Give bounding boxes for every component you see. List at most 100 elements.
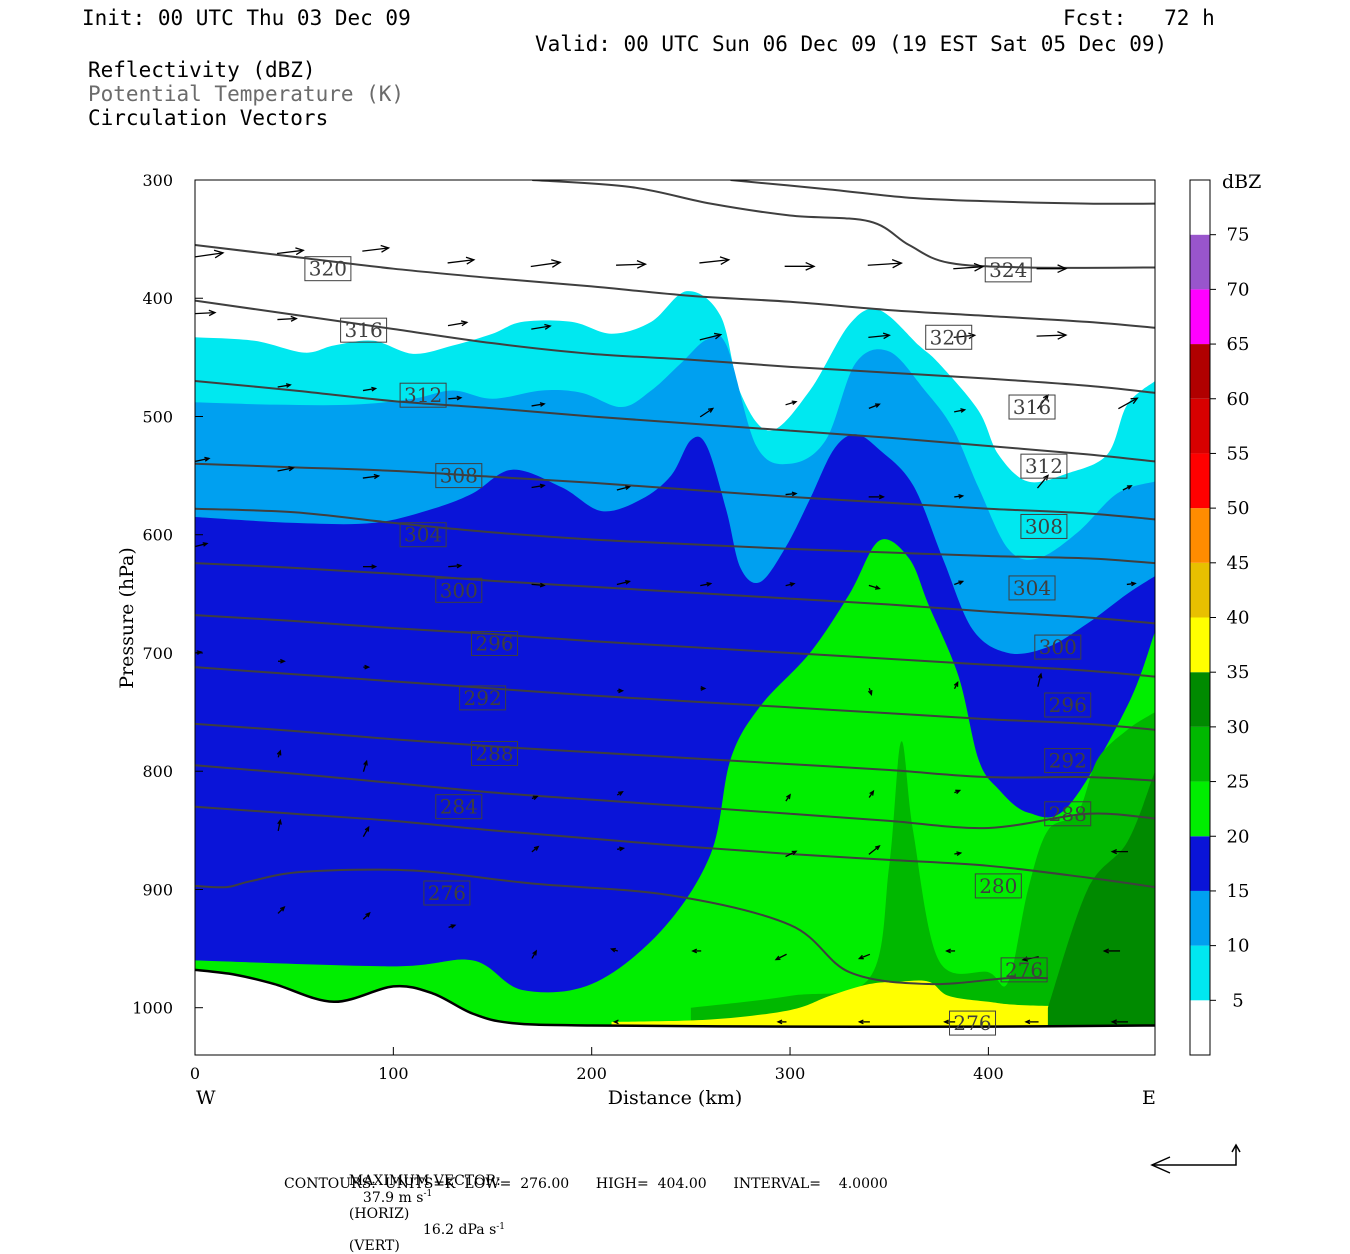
contour-label-text: 296	[475, 632, 513, 656]
vector-head	[279, 905, 286, 912]
vector-shaft	[859, 953, 871, 960]
vector-head	[1102, 948, 1110, 954]
colorbar-swatch	[1190, 672, 1210, 727]
vector-head	[1057, 264, 1068, 274]
colorbar-swatch	[1190, 180, 1210, 235]
circulation-vector	[447, 320, 469, 327]
vector-head	[465, 256, 476, 265]
circulation-vector	[868, 584, 881, 590]
contour-label-280: 280	[974, 873, 1022, 899]
circulation-vector	[700, 581, 713, 587]
circulation-vector	[530, 259, 562, 268]
colorbar-label: 5	[1232, 990, 1243, 1011]
contour-label-box	[435, 463, 483, 489]
contour-label-text: 324	[989, 258, 1027, 282]
vector-head	[786, 793, 791, 800]
circulation-vector	[954, 851, 963, 856]
circulation-vector	[195, 309, 217, 317]
vector-head	[805, 261, 816, 271]
circulation-vector	[617, 846, 626, 852]
circulation-vector	[954, 580, 965, 586]
contour-label-312: 312	[1020, 453, 1068, 479]
circulation-vector	[362, 473, 381, 480]
circulation-vector	[278, 658, 286, 664]
vector-shaft	[531, 583, 545, 587]
circulation-vector	[1126, 581, 1137, 587]
x-axis-label: Distance (km)	[608, 1087, 743, 1109]
colorbar-swatch	[1190, 453, 1210, 509]
contour-label-box	[1008, 394, 1056, 420]
vector-head	[1130, 581, 1137, 587]
circulation-vector	[1024, 1019, 1039, 1025]
contour-label-312: 312	[399, 382, 447, 408]
vector-head	[789, 582, 796, 587]
contour-label-276: 276	[423, 880, 471, 906]
vector-head	[1126, 485, 1133, 490]
x-tick-label: 0	[190, 1064, 200, 1083]
vector-head	[1110, 849, 1117, 855]
vector-shaft	[953, 334, 975, 339]
vector-head	[276, 749, 282, 756]
contour-label-text: 320	[309, 257, 347, 281]
east-label: E	[1142, 1087, 1156, 1109]
legend-vectors: Circulation Vectors	[88, 106, 329, 130]
circulation-vector	[276, 749, 282, 758]
contour-label-text: 316	[345, 318, 383, 342]
horiz-value: 37.9 m s	[362, 1189, 424, 1206]
colorbar-swatch	[1190, 562, 1210, 618]
vector-head	[867, 690, 873, 696]
circulation-vector	[616, 260, 648, 269]
vector-shaft	[616, 580, 630, 586]
x-tick-label: 200	[576, 1064, 607, 1083]
contour-label-box	[435, 794, 483, 820]
theta-contour-276	[195, 868, 1048, 986]
contour-label-304: 304	[399, 522, 447, 548]
contour-label-box	[1000, 957, 1048, 983]
vector-shaft	[277, 384, 291, 388]
circulation-vector	[868, 789, 875, 798]
vector-head	[288, 466, 295, 472]
vector-head	[719, 256, 731, 266]
vector-head	[280, 658, 286, 664]
circulation-vector	[1036, 264, 1068, 274]
vector-head	[706, 581, 713, 587]
colorbar-label: 55	[1227, 443, 1250, 464]
vector-shaft	[868, 584, 880, 590]
colorbar-title: dBZ	[1222, 171, 1261, 193]
circulation-vector	[277, 466, 295, 472]
circulation-vector	[868, 494, 885, 500]
theta-contour-316	[195, 299, 1155, 394]
circulation-vector	[276, 247, 305, 256]
circulation-vector	[448, 395, 463, 401]
colorbar-swatch	[1190, 781, 1210, 837]
vector-head	[196, 650, 203, 655]
vector-shaft	[277, 467, 294, 472]
circulation-vector	[448, 563, 463, 569]
circulation-vector	[953, 681, 959, 690]
circulation-vector	[277, 905, 286, 914]
x-tick-label: 300	[775, 1064, 806, 1083]
vector-shaft	[447, 259, 474, 264]
reflectivity-band-25dbz	[690, 712, 1155, 1055]
circulation-vector	[362, 911, 371, 920]
contour-label-text: 288	[1049, 802, 1087, 826]
contour-label-292: 292	[459, 685, 507, 711]
contour-label-box	[1044, 748, 1092, 774]
vector-shaft	[699, 259, 729, 264]
circulation-vector	[868, 403, 881, 410]
contour-label-316: 316	[340, 317, 388, 343]
colorbar-swatch	[1190, 836, 1210, 891]
max-vector-line: MAXIMUM VECTOR: 37.9 m s-1 (HORIZ) 16.2 …	[340, 1157, 505, 1254]
vector-head	[943, 1019, 949, 1025]
vector-head	[874, 844, 881, 851]
colorbar-label: 50	[1227, 498, 1250, 519]
y-tick-label: 600	[142, 526, 173, 545]
x-tick-label: 100	[378, 1064, 409, 1083]
circulation-vector	[857, 953, 871, 960]
vector-head	[532, 949, 537, 956]
vector-head	[958, 580, 965, 585]
theta-contour-328	[730, 180, 1155, 205]
vector-shaft	[700, 582, 711, 587]
vector-head	[285, 383, 292, 388]
contour-label-box	[1020, 513, 1068, 539]
